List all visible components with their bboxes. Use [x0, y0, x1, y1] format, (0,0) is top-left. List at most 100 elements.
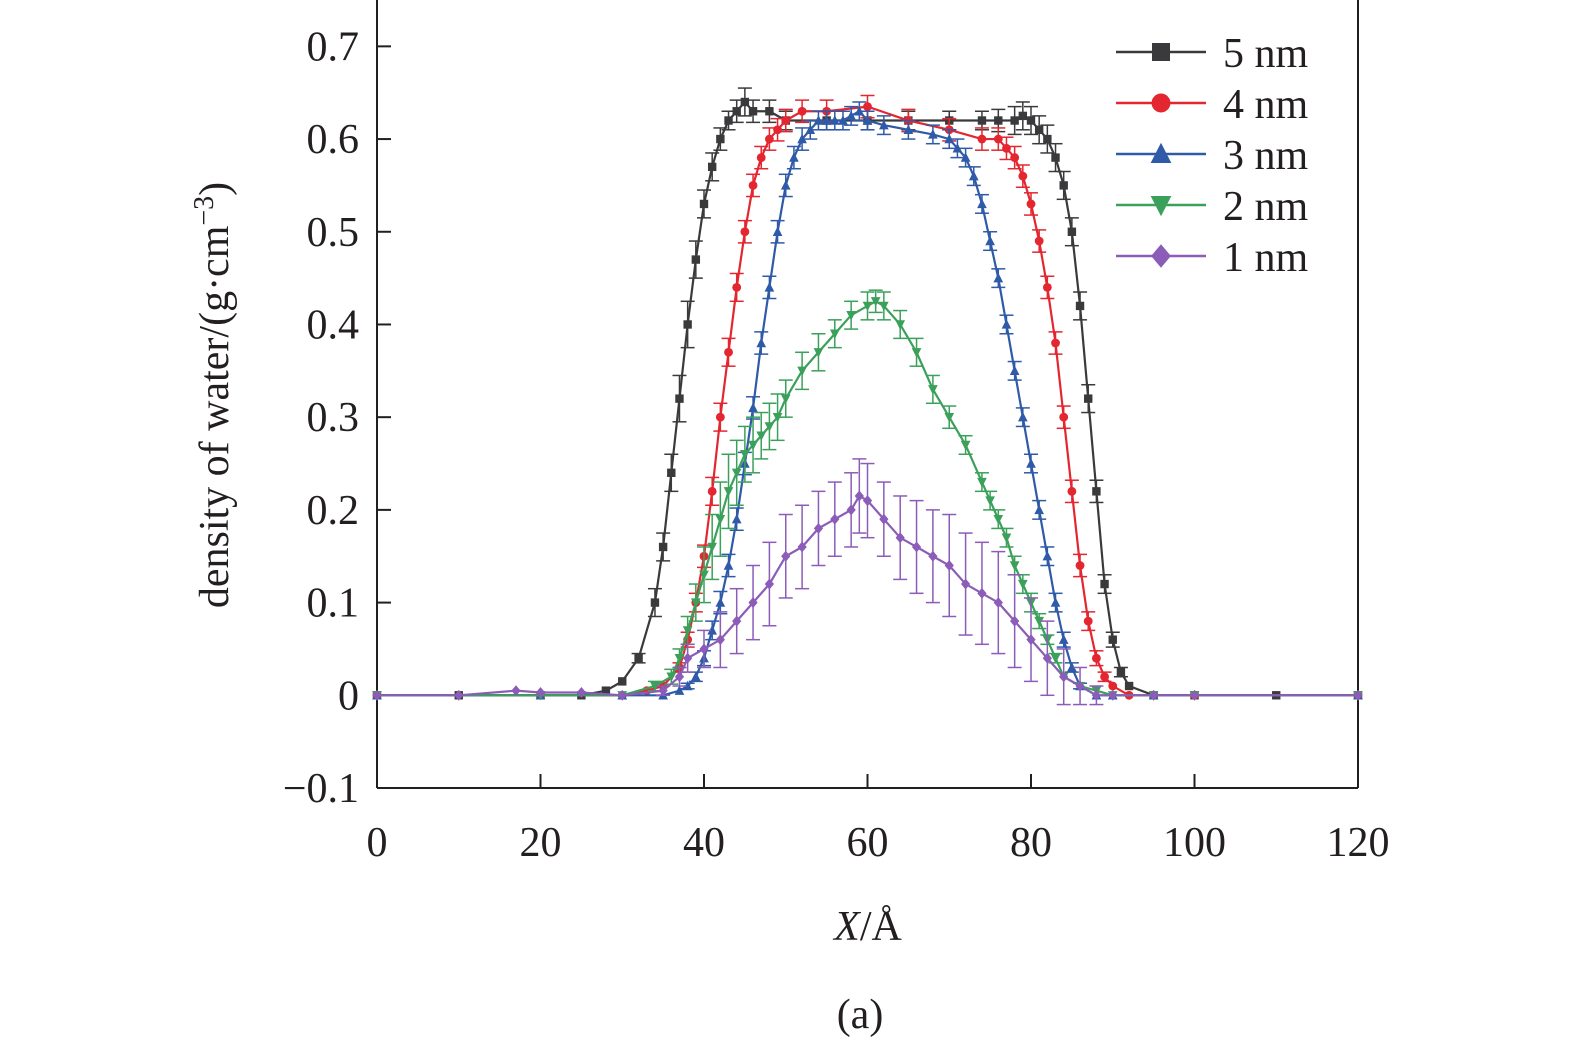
legend-marker — [1150, 196, 1172, 217]
data-point — [830, 513, 840, 525]
y-axis-title: density of water/(g·cm−3) — [189, 182, 239, 608]
data-point — [715, 597, 726, 607]
data-point — [650, 598, 660, 607]
data-point — [821, 115, 832, 125]
data-point — [666, 672, 677, 683]
data-point — [994, 116, 1003, 125]
legend-entry: 3 nm — [1116, 133, 1309, 179]
data-point — [781, 550, 791, 562]
data-point — [674, 685, 685, 695]
data-point — [993, 134, 1003, 144]
data-point — [1001, 319, 1012, 329]
data-point — [1059, 181, 1068, 190]
data-point — [715, 634, 725, 646]
data-point — [715, 412, 725, 422]
data-point — [699, 570, 709, 581]
data-point — [797, 133, 807, 144]
data-point — [1059, 671, 1069, 683]
data-point — [797, 541, 807, 553]
data-point — [1051, 338, 1060, 348]
data-point — [1075, 301, 1085, 311]
data-point — [1042, 550, 1053, 561]
data-point — [682, 626, 693, 636]
data-point — [732, 107, 741, 116]
data-point — [781, 116, 791, 125]
data-point — [1100, 672, 1109, 682]
x-tick-label: 100 — [1163, 820, 1226, 866]
data-point — [780, 394, 791, 404]
series-line — [377, 100, 1358, 697]
series-line — [377, 109, 1358, 697]
data-point — [1067, 662, 1077, 672]
data-point — [740, 450, 750, 460]
data-point — [699, 199, 709, 209]
data-point — [756, 337, 767, 348]
data-point — [977, 116, 987, 125]
data-point — [968, 170, 979, 181]
data-point — [1050, 654, 1061, 664]
data-point — [772, 226, 783, 236]
series-3-nm — [372, 101, 1363, 700]
x-tick-label: 120 — [1327, 820, 1390, 866]
data-point — [740, 97, 750, 107]
data-point — [813, 522, 824, 534]
data-point — [1149, 689, 1159, 701]
data-point — [1353, 689, 1363, 701]
y-tick-label: 0.6 — [307, 117, 360, 163]
data-point — [993, 272, 1004, 283]
legend-marker — [1151, 93, 1171, 113]
data-point — [1091, 653, 1101, 663]
data-point — [1108, 681, 1118, 691]
data-point — [731, 513, 742, 524]
data-point — [1026, 634, 1036, 646]
x-axis-title-unit: /Å — [860, 904, 903, 950]
data-point — [1010, 153, 1020, 163]
data-point — [1026, 458, 1036, 468]
data-point — [944, 133, 955, 144]
data-point — [813, 115, 824, 125]
data-point — [838, 115, 848, 125]
data-point — [748, 181, 758, 190]
x-tick-label: 20 — [520, 820, 562, 866]
x-tick-label: 80 — [1010, 820, 1052, 866]
data-point — [1042, 652, 1052, 664]
data-point — [903, 124, 914, 134]
data-point — [1051, 153, 1060, 162]
data-point — [1189, 689, 1200, 701]
data-point — [1009, 561, 1020, 571]
data-point — [846, 504, 856, 516]
x-axis-title: X/Å — [832, 904, 902, 950]
data-point — [1017, 411, 1028, 422]
data-point — [1018, 171, 1028, 181]
data-point — [870, 297, 881, 307]
data-point — [985, 235, 995, 246]
data-point — [895, 532, 905, 544]
data-point — [674, 654, 685, 664]
data-point — [690, 598, 701, 608]
data-point — [1042, 282, 1052, 292]
data-point — [634, 654, 643, 663]
legend-label: 2 nm — [1223, 184, 1309, 230]
data-point — [1092, 487, 1101, 496]
data-point — [854, 490, 864, 502]
data-point — [748, 597, 758, 609]
data-point — [618, 677, 627, 686]
legend-marker — [1151, 244, 1171, 268]
data-point — [707, 162, 717, 172]
data-point — [944, 560, 954, 571]
data-point — [576, 687, 586, 698]
legend-label: 4 nm — [1223, 82, 1309, 128]
data-point — [667, 468, 676, 477]
data-point — [1050, 597, 1061, 607]
series-2-nm — [372, 289, 1363, 701]
data-point — [1034, 504, 1045, 515]
data-point — [977, 587, 987, 599]
data-point — [723, 560, 734, 570]
x-tick-label: 0 — [367, 820, 388, 866]
data-point — [1084, 394, 1093, 403]
data-point — [1091, 689, 1102, 701]
data-point — [805, 124, 816, 134]
data-point — [813, 348, 824, 358]
series-layer — [372, 87, 1363, 706]
